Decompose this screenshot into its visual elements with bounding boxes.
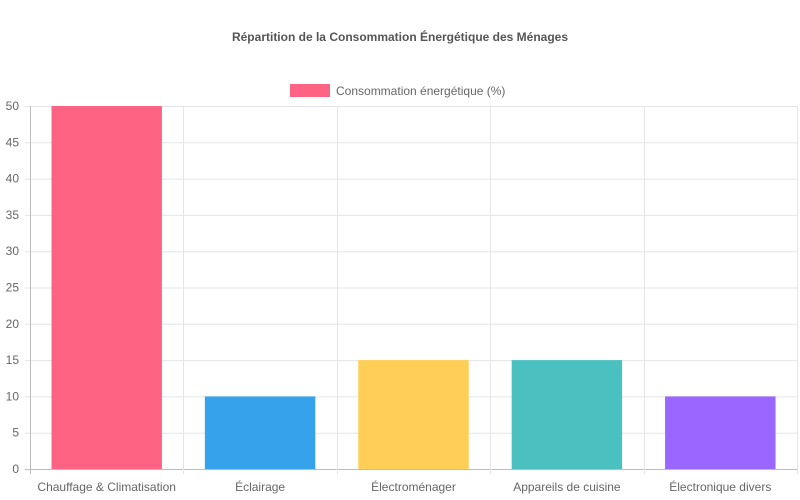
y-tick-label: 0 [12, 462, 19, 476]
y-tick-label: 30 [6, 244, 20, 258]
bar[interactable] [51, 106, 162, 469]
x-axis-ticks: Chauffage & Climatisation Éclairage Électr… [37, 479, 771, 494]
y-tick-label: 20 [6, 317, 20, 331]
legend-label: Consommation énergétique (%) [336, 84, 505, 98]
bars [51, 106, 776, 469]
bar[interactable] [665, 396, 776, 469]
y-tick-label: 40 [6, 172, 20, 186]
legend[interactable]: Consommation énergétique (%) [290, 84, 505, 98]
chart-title: Répartition de la Consommation Énergétiq… [232, 29, 568, 44]
y-tick-label: 45 [6, 135, 20, 149]
x-tick-label: Éclairage [235, 479, 285, 494]
y-tick-label: 10 [6, 389, 20, 403]
y-axis-ticks: 0 5 10 15 20 25 30 35 40 45 50 [6, 99, 20, 476]
bar[interactable] [204, 396, 316, 469]
y-tick-label: 35 [6, 208, 20, 222]
x-tick-label: Chauffage & Climatisation [37, 480, 176, 494]
x-tick-label: Appareils de cuisine [513, 480, 621, 494]
legend-swatch [290, 84, 330, 97]
x-tick-label: Électronique divers [669, 479, 771, 494]
x-tick-label: Électroménager [371, 479, 456, 494]
bar[interactable] [511, 360, 623, 469]
y-tick-label: 50 [6, 99, 20, 113]
y-tick-label: 5 [12, 426, 19, 440]
bar[interactable] [358, 360, 469, 469]
y-tick-label: 25 [6, 281, 20, 295]
y-tick-label: 15 [6, 353, 20, 367]
